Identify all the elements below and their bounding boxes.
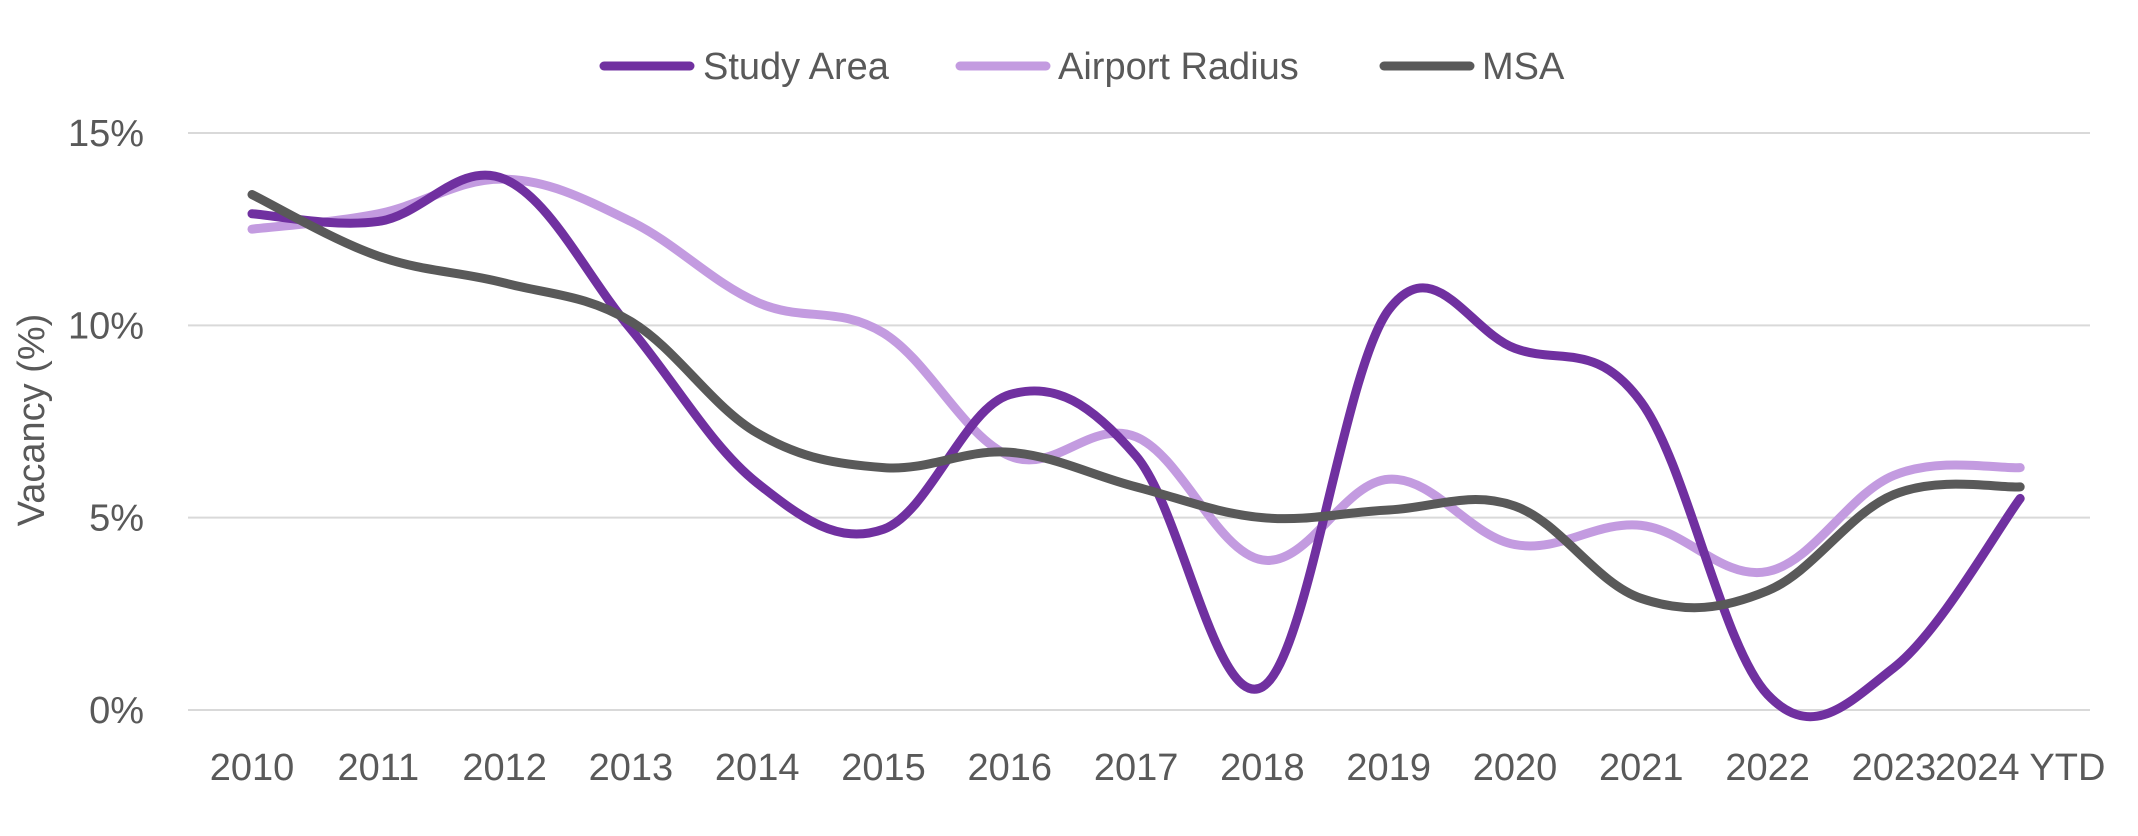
x-tick-label: 2016 — [968, 747, 1053, 789]
x-tick-label: 2023 — [1852, 747, 1937, 789]
x-tick-label: 2010 — [210, 747, 295, 789]
x-tick-label: 2015 — [841, 747, 926, 789]
x-tick-label: 2017 — [1094, 747, 1179, 789]
legend-label-airport-radius: Airport Radius — [1058, 46, 1299, 88]
y-tick-label: 0% — [89, 690, 144, 732]
x-tick-label: 2012 — [462, 747, 547, 789]
legend: Study Area Airport Radius MSA — [599, 46, 1565, 88]
series-line-study-area — [247, 170, 2025, 722]
series-line-msa — [247, 190, 2025, 613]
x-tick-label: 2014 — [715, 747, 800, 789]
y-axis-ticks: 0% 5% 10% 15% — [68, 113, 144, 732]
y-axis-title: Vacancy (%) — [11, 314, 53, 527]
x-tick-label: 2020 — [1473, 747, 1558, 789]
legend-label-msa: MSA — [1482, 46, 1565, 88]
series-line-airport-radius — [247, 174, 2025, 578]
x-tick-label: 2021 — [1599, 747, 1684, 789]
x-tick-label: 2013 — [589, 747, 674, 789]
series-lines — [247, 170, 2025, 722]
y-tick-label: 15% — [68, 113, 144, 155]
x-tick-label: 2019 — [1346, 747, 1431, 789]
y-tick-label: 5% — [89, 498, 144, 540]
y-tick-label: 10% — [68, 305, 144, 347]
x-tick-label: 2022 — [1725, 747, 1810, 789]
x-axis-ticks: 2010 2011 2012 2013 2014 2015 2016 2017 2018 2019… — [210, 747, 2106, 789]
legend-label-study-area: Study Area — [703, 46, 890, 88]
gridlines — [188, 132, 2090, 711]
x-tick-label: 2011 — [337, 747, 419, 789]
x-tick-label: 2024 YTD — [1935, 747, 2105, 789]
x-tick-label: 2018 — [1220, 747, 1305, 789]
